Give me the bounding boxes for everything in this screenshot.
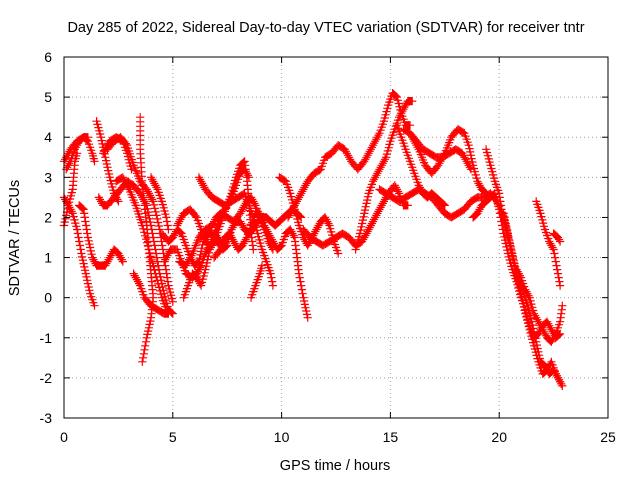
data-point-markers xyxy=(112,173,171,314)
data-point-markers xyxy=(512,265,567,346)
x-tick-label: 25 xyxy=(600,429,616,445)
series-arc-34 xyxy=(532,197,565,290)
y-tick-label: 4 xyxy=(44,129,52,145)
series-arc-33 xyxy=(512,265,567,346)
x-tick-label: 10 xyxy=(274,429,290,445)
y-tick-label: 3 xyxy=(44,169,52,185)
y-tick-label: -2 xyxy=(40,370,53,386)
data-point-markers xyxy=(194,173,277,290)
x-tick-labels: 0 5 10 15 20 25 xyxy=(60,429,616,445)
x-tick-label: 15 xyxy=(383,429,399,445)
y-tick-label: 6 xyxy=(44,49,52,65)
series-arc-32 xyxy=(499,209,565,386)
x-tick-label: 5 xyxy=(169,429,177,445)
series-arc-10 xyxy=(112,173,171,314)
y-tick-labels: -3 -2 -1 0 1 2 3 4 5 6 xyxy=(40,49,53,426)
plot-frame xyxy=(63,56,609,419)
data-point-markers xyxy=(62,133,92,174)
data-point-markers xyxy=(549,229,565,246)
x-tick-label: 20 xyxy=(491,429,507,445)
data-point-markers xyxy=(146,173,173,234)
y-tick-label: 1 xyxy=(44,250,52,266)
y-tick-label: 2 xyxy=(44,209,52,225)
data-point-markers xyxy=(136,113,158,366)
axis-ticks xyxy=(63,56,609,419)
series-arc-25 xyxy=(351,97,417,254)
series-arc-19 xyxy=(194,173,277,290)
series-arc-12 xyxy=(129,269,173,318)
series-arc-21 xyxy=(247,261,267,302)
data-point-markers xyxy=(247,261,267,302)
data-point-markers xyxy=(399,125,475,174)
chart-title: Day 285 of 2022, Sidereal Day-to-day VTE… xyxy=(67,20,584,36)
x-tick-label: 0 xyxy=(60,429,68,445)
series-arc-13 xyxy=(146,173,173,234)
y-axis-label: SDTVAR / TECUs xyxy=(7,180,23,296)
y-tick-label: 5 xyxy=(44,89,52,105)
data-point-markers xyxy=(532,197,565,290)
x-axis-label: GPS time / hours xyxy=(280,458,390,474)
series-arc-23 xyxy=(284,89,415,222)
data-point-markers xyxy=(284,89,415,222)
series-arc-29 xyxy=(399,125,475,174)
data-point-markers xyxy=(75,201,127,270)
y-tick-label: 0 xyxy=(44,290,52,306)
data-point-markers xyxy=(351,97,417,254)
y-tick-label: -3 xyxy=(40,410,53,426)
data-series xyxy=(59,89,567,390)
series-arc-11 xyxy=(136,113,158,366)
grid-lines xyxy=(64,57,608,418)
series-arc-3 xyxy=(62,133,92,174)
series-arc-5 xyxy=(75,201,127,270)
y-tick-label: -1 xyxy=(40,330,53,346)
data-point-markers xyxy=(499,209,565,386)
data-point-markers xyxy=(129,269,173,318)
series-arc-35 xyxy=(549,229,565,246)
